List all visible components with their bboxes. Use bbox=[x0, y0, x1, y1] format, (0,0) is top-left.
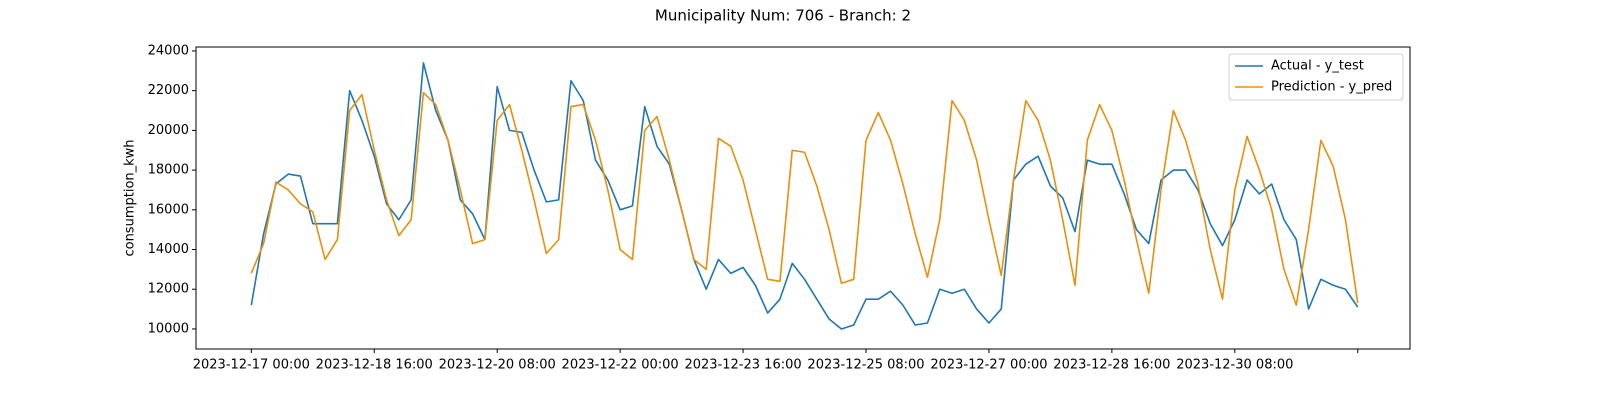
x-tick-label: 2023-12-27 00:00 bbox=[930, 358, 1047, 373]
x-tick-label: 2023-12-23 16:00 bbox=[684, 358, 801, 373]
y-tick-label: 12000 bbox=[148, 282, 189, 297]
plot-frame bbox=[195, 46, 1411, 350]
x-tick-label: 2023-12-30 08:00 bbox=[1176, 358, 1293, 373]
y-tick-label: 22000 bbox=[148, 83, 189, 98]
y-tick-label: 18000 bbox=[148, 163, 189, 178]
x-tick-label: 2023-12-20 08:00 bbox=[439, 358, 556, 373]
x-tick-label: 2023-12-25 08:00 bbox=[807, 358, 924, 373]
legend-label: Prediction - y_pred bbox=[1271, 80, 1392, 95]
y-tick-label: 14000 bbox=[148, 242, 189, 257]
x-tick-label: 2023-12-18 16:00 bbox=[316, 358, 433, 373]
y-axis-label: consumption_kwh bbox=[123, 139, 138, 256]
y-tick-label: 16000 bbox=[148, 202, 189, 217]
series-line bbox=[250, 62, 1359, 330]
chart-title: Municipality Num: 706 - Branch: 2 bbox=[655, 7, 911, 25]
x-tick-label: 2023-12-17 00:00 bbox=[193, 358, 310, 373]
y-tick-label: 24000 bbox=[148, 43, 189, 58]
y-tick-label: 20000 bbox=[148, 123, 189, 138]
legend-box bbox=[1228, 53, 1404, 101]
x-tick-label: 2023-12-28 16:00 bbox=[1053, 358, 1170, 373]
series-line bbox=[250, 91, 1359, 306]
x-tick-label: 2023-12-22 00:00 bbox=[562, 358, 679, 373]
y-tick-label: 10000 bbox=[148, 321, 189, 336]
legend-label: Actual - y_test bbox=[1271, 59, 1364, 74]
